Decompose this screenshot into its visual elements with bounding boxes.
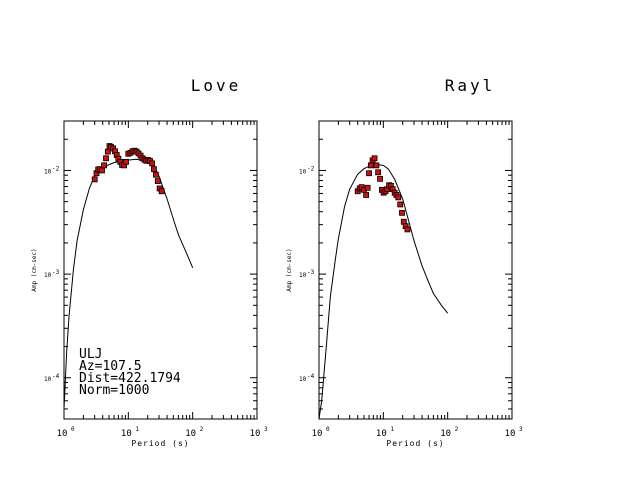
x-tick-label: 10 xyxy=(185,429,196,439)
annotation-line: ULJ xyxy=(79,347,102,362)
data-point xyxy=(99,167,105,174)
y-tick-label-exponent: -2 xyxy=(52,165,60,172)
y-tick-label-exponent: -3 xyxy=(52,269,60,276)
x-tick-label-exponent: 1 xyxy=(135,426,139,433)
x-tick-label-exponent: 2 xyxy=(200,426,204,433)
plot-frame xyxy=(318,120,513,420)
x-tick-label-exponent: 3 xyxy=(519,426,523,433)
y-tick-label: 10 xyxy=(299,376,307,383)
data-point xyxy=(101,162,107,169)
x-tick-label: 10 xyxy=(57,429,68,439)
data-point xyxy=(373,162,380,169)
y-tick-label: 10 xyxy=(44,376,52,383)
x-axis-label: Period (s) xyxy=(386,439,444,448)
data-point xyxy=(375,169,382,176)
x-tick-label: 10 xyxy=(505,429,516,439)
data-point xyxy=(149,160,155,167)
x-tick-label: 10 xyxy=(312,429,323,439)
annotation-line: Az=107.5 xyxy=(79,359,142,374)
data-point xyxy=(103,155,109,162)
data-point xyxy=(123,158,129,165)
x-tick-label: 10 xyxy=(440,429,451,439)
y-tick-label: 10 xyxy=(44,272,52,279)
data-point xyxy=(371,155,378,162)
chart-title: Love xyxy=(191,76,242,95)
data-point xyxy=(154,178,161,184)
x-tick-label-exponent: 2 xyxy=(455,426,459,433)
data-point xyxy=(399,209,405,216)
x-axis-label: Period (s) xyxy=(131,439,189,448)
y-tick-label-exponent: -4 xyxy=(307,373,315,380)
data-point xyxy=(366,170,372,177)
data-point xyxy=(404,226,411,233)
y-tick-label-exponent: -3 xyxy=(307,269,315,276)
y-tick-label: 10 xyxy=(299,168,307,175)
y-tick-label: 10 xyxy=(299,272,307,279)
data-point xyxy=(158,188,165,195)
data-point xyxy=(377,175,383,182)
data-point xyxy=(395,194,402,201)
plot-frame xyxy=(63,120,258,420)
data-point xyxy=(397,201,404,208)
x-tick-label-exponent: 0 xyxy=(326,426,330,433)
data-point xyxy=(152,171,159,178)
data-point xyxy=(364,184,371,191)
y-tick-label-exponent: -4 xyxy=(52,373,60,380)
data-point xyxy=(91,176,98,183)
x-tick-label: 10 xyxy=(376,429,387,439)
chart-title: Rayl xyxy=(445,76,496,95)
annotation-line: Dist=422.1794 xyxy=(79,371,181,386)
data-point xyxy=(363,192,370,198)
y-axis-label: Amp (cm-sec) xyxy=(286,248,293,291)
data-point xyxy=(367,162,374,169)
model-curve xyxy=(318,164,449,420)
annotation-line: Norm=1000 xyxy=(79,383,149,398)
x-tick-label-exponent: 1 xyxy=(390,426,394,433)
y-axis-label: Amp (cm-sec) xyxy=(31,248,38,291)
x-tick-label-exponent: 0 xyxy=(71,426,75,433)
x-tick-label-exponent: 3 xyxy=(264,426,268,433)
y-tick-label: 10 xyxy=(44,168,52,175)
data-point xyxy=(151,166,157,173)
data-point xyxy=(104,148,111,155)
y-tick-label-exponent: -2 xyxy=(307,165,315,172)
x-tick-label: 10 xyxy=(250,429,261,439)
x-tick-label: 10 xyxy=(121,429,132,439)
